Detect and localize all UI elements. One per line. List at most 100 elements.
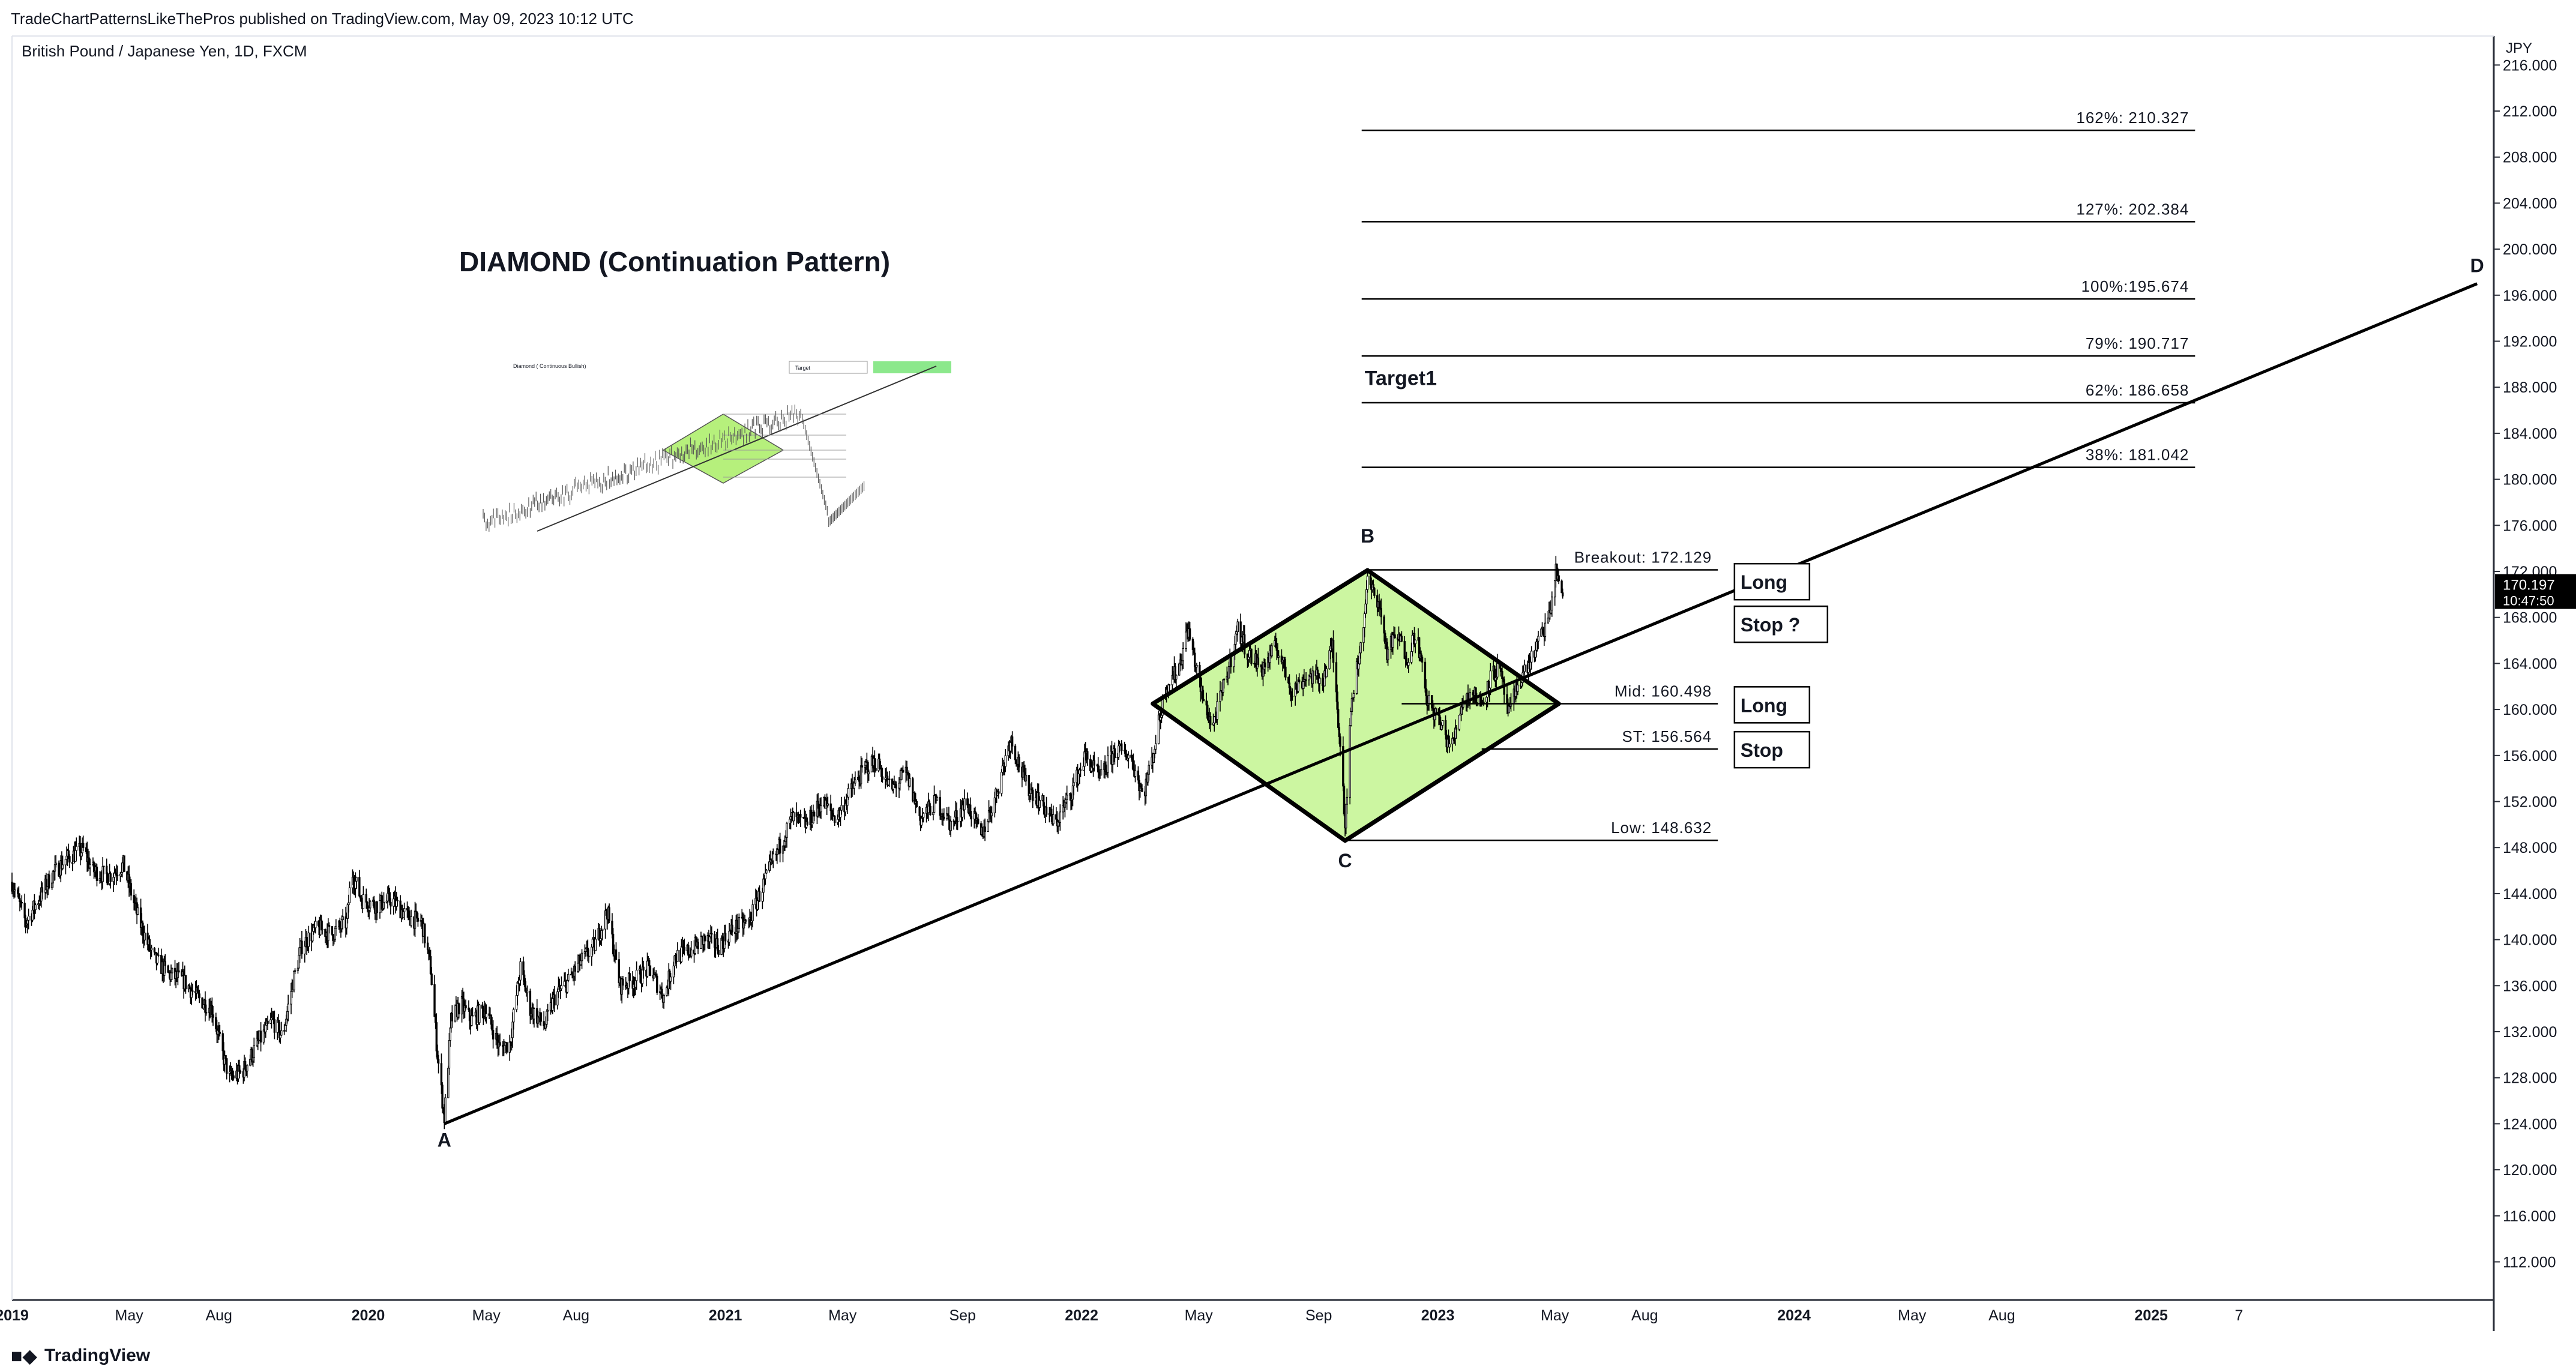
candle [342,909,344,930]
candle [840,796,843,815]
candle [1113,742,1116,765]
x-tick-label: 2020 [352,1307,385,1324]
candle [492,1020,495,1049]
candle [307,925,310,953]
candle [786,822,788,848]
candle [157,948,160,957]
candle [1284,659,1287,681]
candle [1004,749,1007,772]
candle [1400,631,1403,643]
candle [834,815,836,826]
candle [1291,688,1293,701]
candle [526,985,529,1002]
candle [984,818,986,841]
annotation-box[interactable]: Stop ? [1733,605,1829,643]
candle [369,900,372,913]
price-countdown: 10:47:50 [2503,594,2554,609]
candle [471,1007,474,1017]
candle [1407,658,1410,673]
level-label: 79%: 190.717 [2086,334,2189,352]
inset-target-label: Target [795,365,811,371]
symbol-info: British Pound / Japanese Yen, 1D, FXCM [22,42,307,60]
y-tick-label: 164.000 [2503,655,2557,672]
level-label: Breakout: 172.129 [1574,549,1712,567]
candle [1011,731,1014,754]
candle [580,949,583,969]
tradingview-footer[interactable]: ■◆ TradingView [11,1344,150,1367]
candle [1188,622,1191,642]
candle [143,925,146,946]
candle [382,892,385,910]
candle [615,942,618,960]
candle [963,789,966,820]
candle [998,789,1000,799]
annotation-box[interactable]: Long [1733,562,1811,601]
candle [232,1070,235,1081]
candle [184,975,187,994]
candle [1154,735,1157,754]
candle [130,879,133,901]
candle [1107,746,1109,778]
candle [191,983,194,996]
candle [198,990,200,1003]
candle [116,865,119,882]
candle [505,1042,508,1055]
candle [376,900,378,921]
candle [1537,630,1539,649]
candle [519,957,522,986]
candle [226,1058,228,1080]
y-tick-label: 216.000 [2503,57,2557,74]
x-tick-label: Aug [563,1307,589,1324]
candle [566,980,568,994]
candle [328,922,331,934]
candle [1175,674,1178,687]
candle [826,796,829,808]
candle [403,902,406,921]
x-tick-label: May [115,1307,144,1324]
candle [1134,764,1137,783]
candle [390,898,392,915]
candle [533,1007,535,1028]
candle [594,929,597,951]
candle [1038,796,1041,811]
candle [1353,690,1355,702]
candle [608,903,610,924]
candle [1250,648,1253,666]
candle [1325,666,1328,678]
candle [990,806,993,823]
candle [1311,666,1314,692]
candlesticks [11,556,1564,1130]
y-tick-label: 192.000 [2503,334,2557,351]
candle [813,810,816,821]
publish-info: TradeChartPatternsLikeThePros published … [11,10,634,28]
candle [103,865,105,874]
candle [642,960,645,979]
x-tick-label: May [472,1307,501,1324]
candle [1257,648,1260,667]
candle [1025,768,1028,786]
candle [1196,663,1198,675]
candle [444,1094,447,1124]
candle [717,945,720,957]
candle [1394,627,1396,639]
annotation-box[interactable]: Long [1733,686,1811,724]
candle [293,968,296,975]
candle [218,1024,221,1037]
y-tick-label: 168.000 [2503,610,2557,627]
candle [478,1003,481,1025]
candle [34,903,37,914]
candle [205,1004,208,1016]
y-tick-label: 212.000 [2503,103,2557,120]
footer-brand: TradingView [44,1346,151,1365]
annotation-box[interactable]: Stop [1733,730,1811,769]
level-label: Mid: 160.498 [1615,682,1712,700]
candle [1148,760,1150,781]
x-tick-label: 2021 [709,1307,742,1324]
candle [280,1021,283,1037]
y-tick-label: 116.000 [2503,1208,2556,1225]
candle [465,999,467,1010]
candle [574,961,576,981]
x-tick-label: 2022 [1065,1307,1098,1324]
target1-label: Target1 [1365,367,1437,390]
